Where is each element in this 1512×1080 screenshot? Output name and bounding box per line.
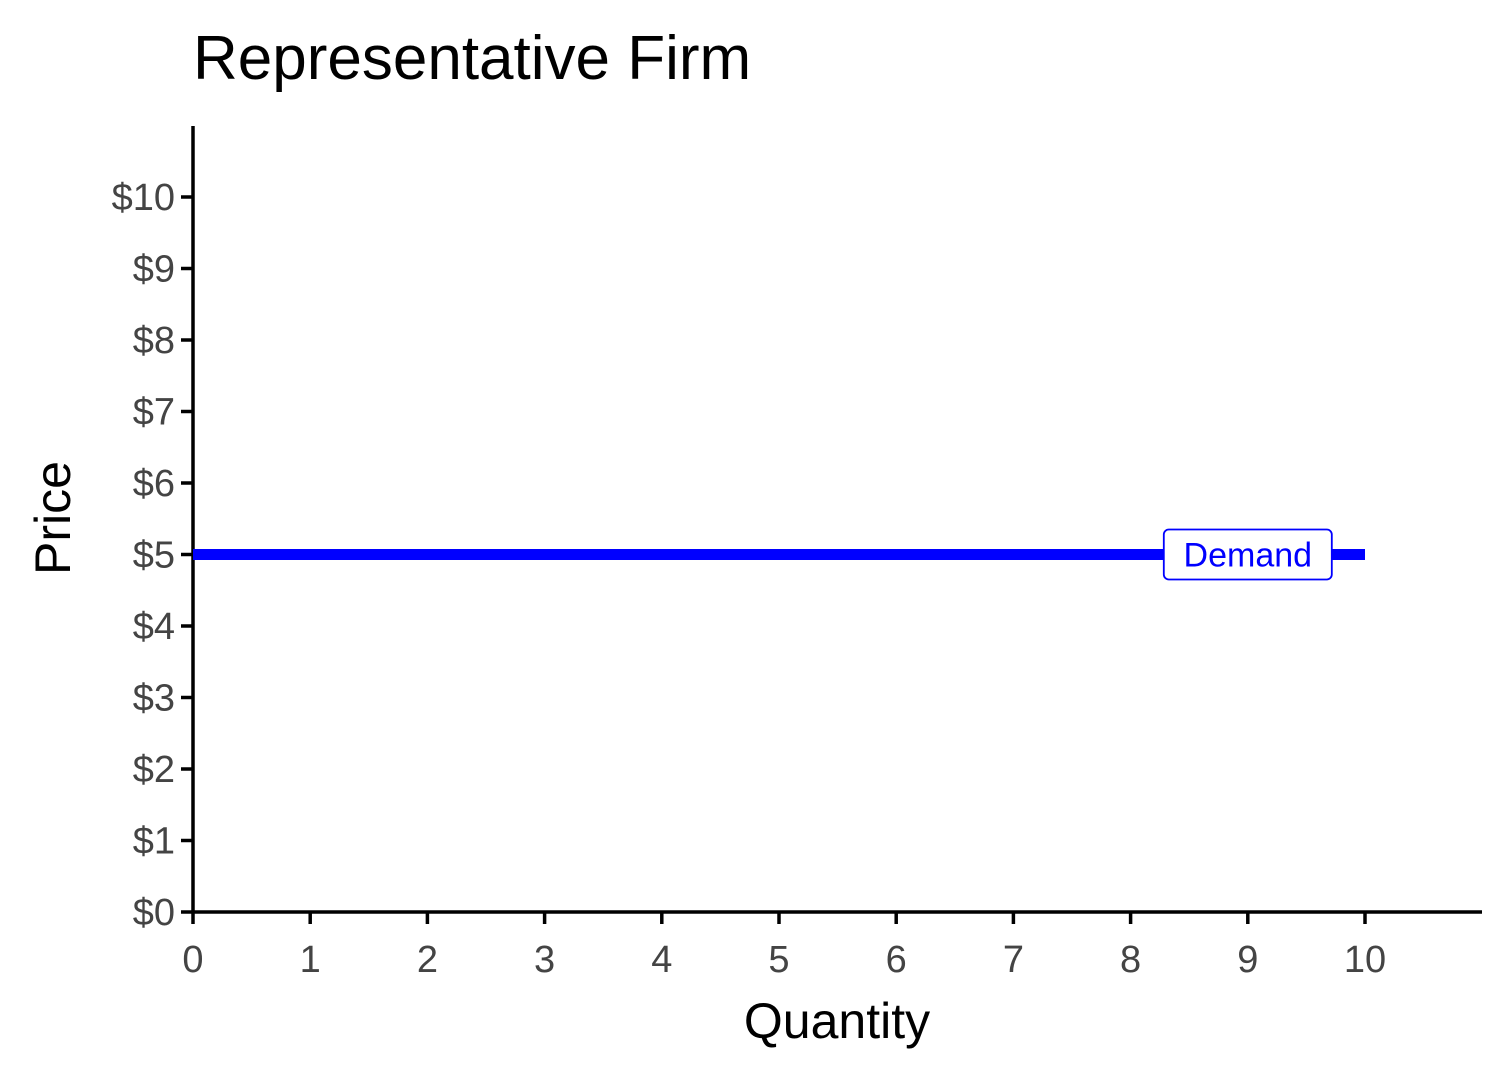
y-tick-label: $7 — [133, 392, 175, 434]
x-tick-label: 9 — [1237, 939, 1258, 981]
y-tick-label: $9 — [133, 249, 175, 291]
x-tick-label: 7 — [1003, 939, 1024, 981]
y-tick-label: $3 — [133, 678, 175, 720]
x-axis-title: Quantity — [744, 993, 930, 1049]
x-tick-label: 6 — [886, 939, 907, 981]
y-tick-label: $8 — [133, 320, 175, 362]
demand-label-box — [1162, 528, 1333, 581]
y-tick-label: $4 — [133, 606, 175, 648]
x-axis-ticks: 0 1 2 3 4 5 6 7 8 9 10 — [182, 912, 1386, 981]
y-axis-title: Price — [25, 461, 81, 575]
x-tick-label: 2 — [417, 939, 438, 981]
series-layer: Demand — [193, 528, 1365, 581]
x-tick-label: 0 — [182, 939, 203, 981]
y-tick-label: $6 — [133, 463, 175, 505]
y-tick-label: $0 — [133, 892, 175, 934]
y-tick-label: $1 — [133, 821, 175, 863]
x-tick-label: 3 — [534, 939, 555, 981]
y-axis-ticks: $0 $1 $2 $3 $4 $5 $6 $7 $8 $9 $10 — [112, 177, 193, 934]
y-tick-label: $5 — [133, 535, 175, 577]
x-tick-label: 8 — [1120, 939, 1141, 981]
y-tick-label: $10 — [112, 177, 175, 219]
demand-label: Demand — [1184, 537, 1313, 575]
y-tick-label: $2 — [133, 749, 175, 791]
x-tick-label: 1 — [300, 939, 321, 981]
x-tick-label: 4 — [651, 939, 672, 981]
chart-title: Representative Firm — [193, 24, 751, 93]
x-tick-label: 10 — [1344, 939, 1386, 981]
x-tick-label: 5 — [768, 939, 789, 981]
